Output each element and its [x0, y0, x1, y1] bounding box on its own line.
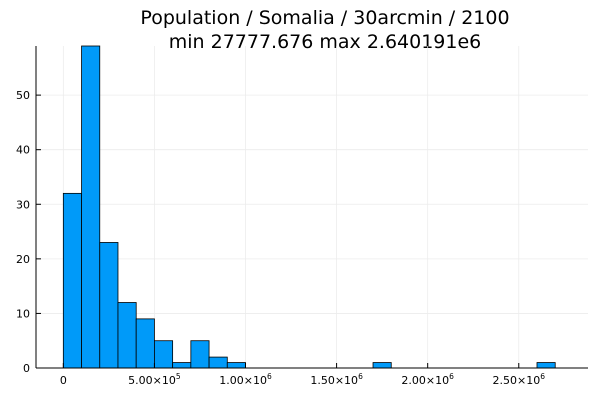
y-tick-label: 50: [16, 89, 30, 102]
x-tick-exponent: 5: [176, 372, 181, 381]
histogram-bar: [154, 340, 174, 369]
y-tick-label: 0: [23, 362, 30, 375]
histogram-bar: [135, 318, 155, 369]
x-tick-mantissa: 2.00×10: [401, 374, 449, 387]
x-tick-exponent: 6: [449, 372, 454, 381]
y-tick-label: 40: [16, 144, 30, 157]
x-tick-label: 1.50×106: [310, 372, 363, 387]
x-tick-label: 1.00×106: [219, 372, 272, 387]
chart-title-line-1: Population / Somalia / 30arcmin / 2100: [140, 7, 509, 29]
histogram-bar: [190, 340, 210, 369]
y-tick-label: 10: [16, 307, 30, 320]
bars: [62, 45, 556, 369]
x-tick-mantissa: 1.50×10: [310, 374, 358, 387]
tick-labels: 0 5.00×105 1.00×106 1.50×106 2.00×106 2.50×10…: [16, 89, 545, 387]
x-tick-mantissa: 5.00×10: [128, 374, 176, 387]
y-tick-label: 20: [16, 253, 30, 266]
histogram-bar: [536, 362, 556, 369]
x-tick-label: 2.50×106: [493, 372, 546, 387]
x-tick-exponent: 6: [540, 372, 545, 381]
histogram-bar: [117, 302, 137, 369]
histogram-bar: [81, 45, 101, 369]
histogram-bar: [62, 192, 82, 369]
x-tick-label: 2.00×106: [401, 372, 454, 387]
x-tick-mantissa: 2.50×10: [493, 374, 541, 387]
histogram-bar: [172, 362, 192, 369]
x-tick-exponent: 6: [267, 372, 272, 381]
x-tick-label: 0: [60, 374, 67, 387]
histogram-bar: [208, 356, 228, 369]
x-tick-mantissa: 0: [60, 374, 67, 387]
axes: [35, 46, 588, 369]
x-tick-exponent: 6: [358, 372, 363, 381]
histogram-bar: [226, 362, 246, 369]
histogram-bar: [99, 242, 119, 369]
histogram-bar: [372, 362, 392, 369]
y-tick-label: 30: [16, 198, 30, 211]
x-tick-label: 5.00×105: [128, 372, 181, 387]
chart-title-line-2: min 27777.676 max 2.640191e6: [169, 31, 482, 53]
x-tick-mantissa: 1.00×10: [219, 374, 267, 387]
